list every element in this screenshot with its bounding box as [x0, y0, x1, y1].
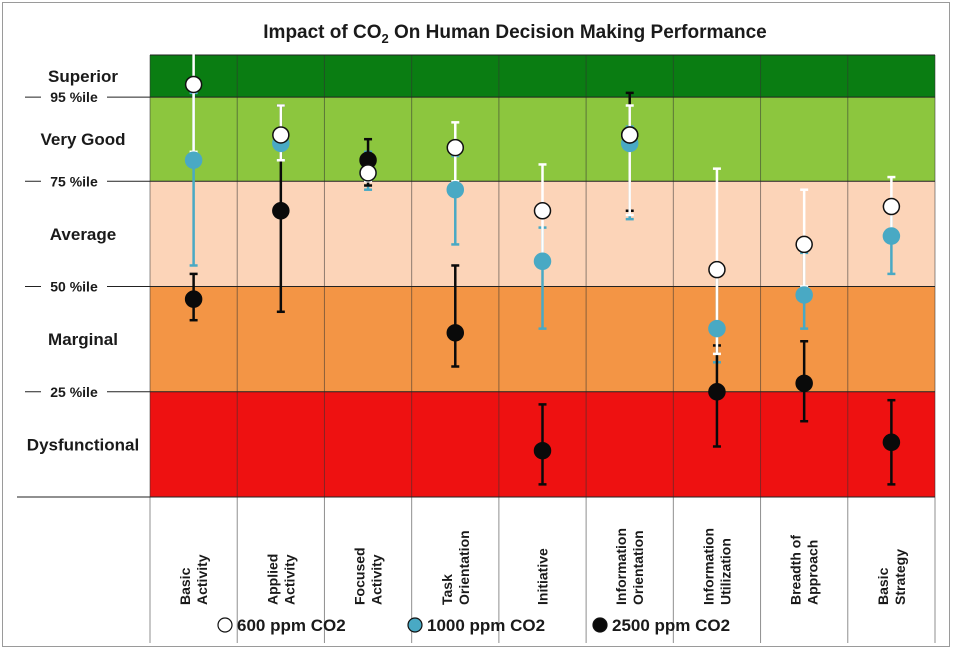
point-600-ppm-co2 — [359, 164, 377, 182]
point-1000-ppm-co2 — [708, 319, 726, 338]
legend-marker-600-ppm-co2 — [217, 617, 233, 633]
chart-title-rest: On Human Decision Making Performance — [389, 22, 767, 43]
chart-title: Impact of CO2 On Human Decision Making P… — [263, 22, 766, 46]
zone-label-dysfunctional: Dysfunctional — [27, 435, 139, 454]
category-label-line: Approach — [805, 540, 821, 605]
zone-labels: Superior Very Good Average Marginal Dysfunct… — [27, 67, 139, 454]
point-2500-ppm-co2 — [708, 383, 726, 401]
category-label-line: Initiative — [535, 548, 551, 605]
point-2500-ppm-co2 — [533, 441, 552, 460]
legend-label-600-ppm-co2: 600 ppm CO2 — [237, 616, 346, 635]
zone-band-superior — [150, 55, 935, 98]
legend-marker-1000-ppm-co2 — [407, 617, 423, 633]
legend-marker-2500-ppm-co2 — [592, 617, 608, 633]
category-label-line: Strategy — [892, 549, 908, 605]
category-label-line: Utilization — [717, 538, 733, 605]
point-1000-ppm-co2 — [533, 252, 552, 271]
point-2500-ppm-co2 — [446, 324, 465, 342]
category-label: Breadth ofApproach — [788, 535, 821, 605]
category-label-line: Information — [613, 528, 629, 605]
category-label-line: Applied — [264, 554, 280, 605]
category-label: BasicActivity — [177, 554, 210, 605]
category-label: Initiative — [535, 548, 551, 605]
point-600-ppm-co2 — [882, 197, 901, 216]
category-label-line: Basic — [177, 567, 193, 605]
percentile-label-bg — [41, 89, 107, 106]
point-600-ppm-co2 — [620, 126, 639, 144]
point-1000-ppm-co2 — [882, 227, 901, 245]
percentile-label-bg — [41, 278, 107, 295]
category-label-line: Orientation — [456, 530, 472, 605]
point-600-ppm-co2 — [446, 138, 465, 157]
point-2500-ppm-co2 — [882, 433, 901, 452]
category-label-line: Activity — [194, 554, 210, 605]
percentile-label: 95 %ile — [50, 89, 98, 105]
point-1000-ppm-co2 — [795, 286, 813, 304]
chart-title-main: Impact of CO — [263, 22, 381, 43]
point-600-ppm-co2 — [708, 260, 726, 279]
category-label-line: Task — [439, 574, 455, 605]
point-2500-ppm-co2 — [795, 374, 813, 393]
category-labels: BasicActivity AppliedActivity FocusedActiv… — [177, 528, 908, 605]
percentile-label: 25 %ile — [50, 384, 98, 400]
percentile-label-bg — [41, 173, 107, 190]
point-600-ppm-co2 — [272, 126, 290, 144]
point-600-ppm-co2 — [533, 202, 552, 220]
point-1000-ppm-co2 — [184, 151, 203, 169]
chart-svg: Impact of CO2 On Human Decision Making P… — [17, 22, 936, 643]
percentile-label: 75 %ile — [50, 173, 98, 189]
category-label: BasicStrategy — [875, 549, 908, 605]
category-label-line: Activity — [369, 554, 385, 605]
category-label-line: Breadth of — [788, 535, 804, 605]
category-label-line: Activity — [281, 554, 297, 605]
category-label: TaskOrientation — [439, 530, 472, 605]
percentile-label: 50 %ile — [50, 279, 98, 295]
category-label-line: Orientation — [630, 530, 646, 605]
category-label: InformationOrientation — [613, 528, 646, 605]
point-600-ppm-co2 — [184, 75, 203, 94]
category-label-line: Basic — [875, 567, 891, 605]
point-2500-ppm-co2 — [272, 202, 290, 220]
category-label: InformationUtilization — [700, 528, 733, 605]
point-2500-ppm-co2 — [184, 290, 203, 308]
category-label-line: Focused — [352, 547, 368, 605]
zone-label-average: Average — [50, 225, 116, 244]
legend-label-2500-ppm-co2: 2500 ppm CO2 — [612, 616, 730, 635]
legend: 600 ppm CO2 1000 ppm CO2 2500 ppm CO2 — [217, 616, 730, 635]
point-1000-ppm-co2 — [446, 180, 465, 199]
legend-label-1000-ppm-co2: 1000 ppm CO2 — [427, 616, 545, 635]
percentile-labels: 95 %ile 75 %ile 50 %ile 25 %ile — [25, 89, 150, 400]
category-label: FocusedActivity — [352, 547, 385, 605]
zone-label-superior: Superior — [48, 67, 118, 86]
percentile-label-bg — [41, 383, 107, 400]
data-marks — [184, 45, 901, 486]
point-600-ppm-co2 — [795, 235, 813, 254]
zone-label-marginal: Marginal — [48, 330, 118, 349]
chart-title-subscript: 2 — [382, 31, 389, 46]
zone-label-very-good: Very Good — [40, 130, 125, 149]
category-label-line: Information — [700, 528, 716, 605]
category-label: AppliedActivity — [264, 554, 297, 605]
